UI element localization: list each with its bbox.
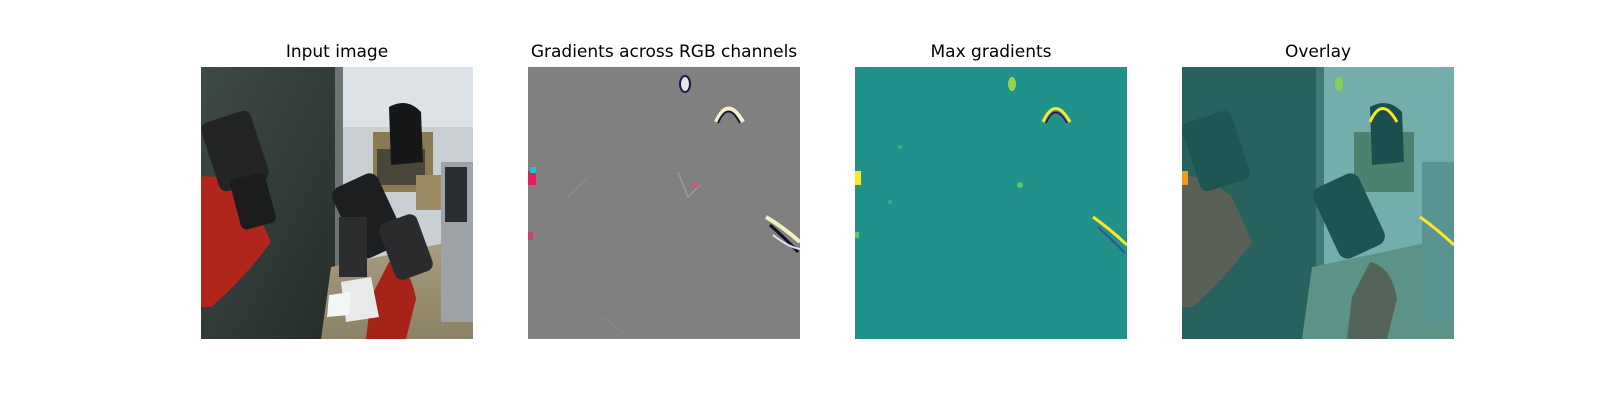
- panel-title: Overlay: [1284, 42, 1352, 62]
- panel-title: Gradients across RGB channels: [530, 42, 798, 62]
- input-image: [201, 67, 473, 339]
- panel-title: Input image: [285, 42, 389, 62]
- overlay-image: [1182, 67, 1454, 339]
- panel-overlay: Overlay: [1182, 0, 1454, 400]
- max-gradient-image: [855, 67, 1127, 339]
- panel-max-gradients: Max gradients: [855, 0, 1127, 400]
- panel-rgb-gradients: Gradients across RGB channels: [528, 0, 800, 400]
- panel-input-image: Input image: [201, 0, 473, 400]
- rgb-gradient-image: [528, 67, 800, 339]
- panel-title: Max gradients: [930, 42, 1052, 62]
